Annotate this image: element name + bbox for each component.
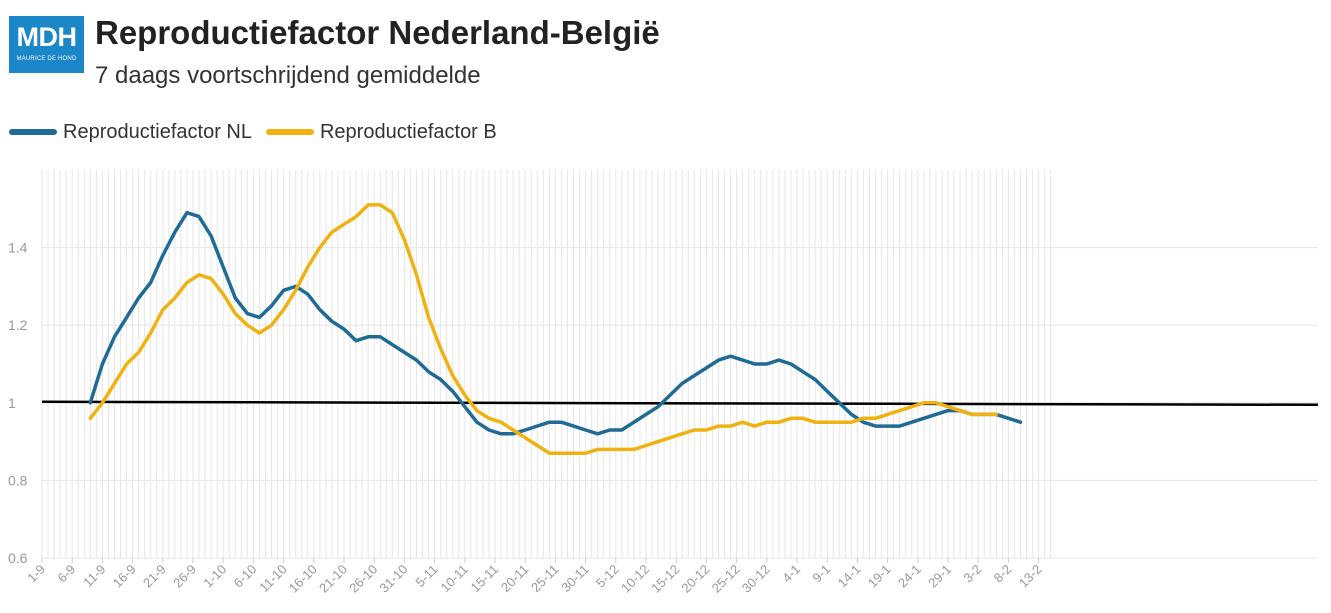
mdh-logo: MDH MAURICE DE HOND [9, 16, 84, 73]
x-tick-label: 30-12 [739, 562, 773, 596]
x-tick-label: 6-10 [231, 562, 260, 591]
legend-label-b: Reproductiefactor B [319, 120, 497, 143]
chart-title: Reproductiefactor Nederland-België [95, 14, 660, 51]
x-tick-label: 6-9 [54, 562, 78, 586]
x-tick-label: 13-2 [1016, 562, 1045, 591]
x-tick-label: 26-10 [346, 562, 380, 596]
x-tick-label: 30-11 [558, 562, 591, 595]
logo-subtext: MAURICE DE HOND [16, 56, 77, 62]
legend-label-nl: Reproductiefactor NL [63, 120, 252, 143]
x-tick-label: 20-12 [678, 562, 712, 596]
legend: Reproductiefactor NL Reproductiefactor B [9, 120, 511, 144]
x-tick-label: 20-11 [498, 562, 531, 595]
x-tick-label: 1-10 [200, 562, 229, 591]
y-tick-label: 0.8 [8, 472, 28, 488]
legend-swatch-nl [9, 129, 57, 135]
x-tick-label: 24-1 [895, 562, 924, 591]
chart-subtitle: 7 daags voortschrijdend gemiddelde [95, 62, 481, 89]
x-tick-label: 25-11 [528, 562, 561, 595]
y-tick-label: 1.4 [8, 240, 28, 256]
x-tick-label: 15-11 [468, 562, 501, 595]
x-tick-label: 14-1 [835, 562, 864, 591]
x-tick-label: 11-10 [256, 562, 289, 595]
y-tick-label: 1 [8, 395, 16, 411]
x-tick-label: 10-12 [618, 562, 652, 596]
x-tick-label: 26-9 [170, 562, 199, 591]
x-tick-label: 1-9 [24, 562, 48, 586]
x-tick-label: 4-1 [779, 562, 803, 586]
y-tick-label: 1.2 [8, 317, 28, 333]
x-tick-label: 5-12 [593, 562, 622, 591]
reference-line [41, 400, 1319, 407]
legend-item-nl[interactable]: Reproductiefactor NL [9, 121, 252, 144]
x-tick-label: 15-12 [648, 562, 682, 596]
x-tick-label: 10-11 [437, 562, 470, 595]
x-tick-label: 9-1 [809, 562, 833, 586]
x-tick-label: 16-10 [286, 562, 320, 596]
x-tick-label: 25-12 [709, 562, 743, 596]
x-tick-label: 11-9 [80, 562, 108, 590]
x-tick-label: 29-1 [925, 562, 954, 591]
y-tick-label: 0.6 [8, 550, 28, 566]
x-tick-label: 16-9 [110, 562, 139, 591]
x-tick-label: 5-11 [412, 562, 440, 590]
series-line-nl [88, 210, 1023, 436]
x-tick-label: 21-10 [316, 562, 350, 596]
legend-swatch-b [265, 129, 314, 135]
x-tick-label: 3-2 [960, 562, 984, 586]
logo-text: MDH [16, 22, 78, 52]
x-tick-label: 21-9 [140, 562, 169, 591]
series-line-b [88, 203, 999, 455]
x-tick-label: 8-2 [991, 562, 1015, 586]
legend-item-b[interactable]: Reproductiefactor B [265, 120, 497, 144]
x-tick-label: 31-10 [376, 562, 410, 596]
x-tick-label: 19-1 [865, 562, 894, 591]
